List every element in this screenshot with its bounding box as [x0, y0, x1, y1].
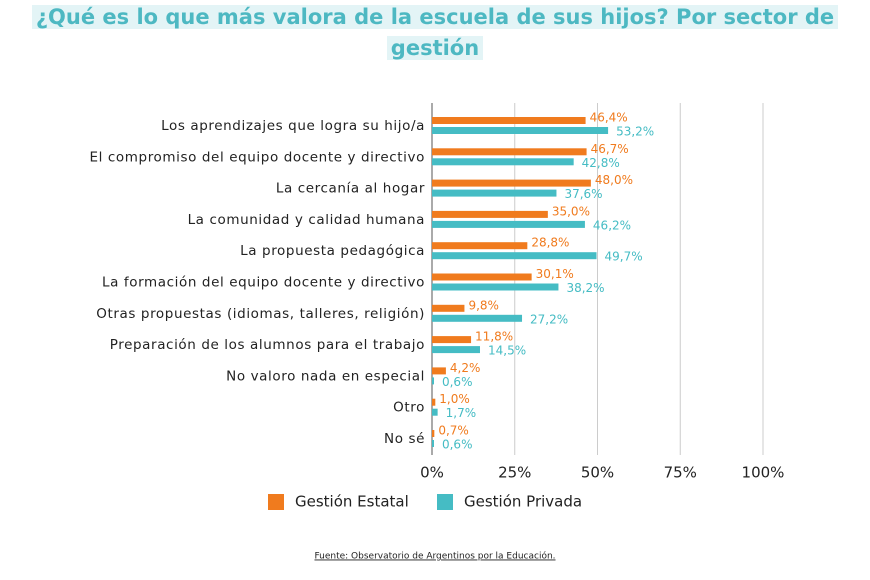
- value-label: 14,5%: [488, 344, 526, 358]
- legend-label: Gestión Estatal: [295, 493, 409, 511]
- bar: [432, 252, 597, 260]
- y-tick-label: No valoro nada en especial: [226, 368, 425, 384]
- bar: [432, 189, 557, 197]
- bar: [432, 179, 591, 187]
- bar: [432, 377, 434, 385]
- value-label: 46,7%: [591, 142, 629, 156]
- value-label: 11,8%: [475, 330, 513, 344]
- value-label: 48,0%: [595, 173, 633, 187]
- value-label: 49,7%: [605, 250, 643, 264]
- x-tick-label: 75%: [664, 464, 697, 482]
- value-label: 30,1%: [536, 267, 574, 281]
- value-label: 9,8%: [468, 298, 499, 312]
- bar: [432, 314, 523, 322]
- y-tick-label: Los aprendizajes que logra su hijo/a: [161, 118, 425, 134]
- bar: [432, 304, 465, 312]
- value-label: 38,2%: [566, 281, 604, 295]
- legend-swatch: [268, 494, 284, 510]
- bar: [432, 346, 480, 354]
- y-tick-label: Preparación de los alumnos para el traba…: [110, 337, 425, 353]
- value-label: 1,0%: [439, 392, 470, 406]
- bar: [432, 336, 472, 344]
- bar: [432, 440, 434, 447]
- bar: [432, 220, 585, 228]
- x-tick-label: 0%: [420, 464, 444, 482]
- value-label: 35,0%: [552, 204, 590, 218]
- y-tick-label: Otro: [393, 400, 425, 416]
- value-label: 1,7%: [446, 406, 477, 420]
- value-label: 53,2%: [616, 125, 654, 139]
- value-label: 27,2%: [530, 312, 568, 326]
- y-tick-label: La propuesta pedagógica: [240, 243, 425, 259]
- bar: [432, 398, 436, 406]
- bar: [432, 242, 528, 250]
- value-label: 4,2%: [450, 361, 481, 375]
- y-tick-label: La cercanía al hogar: [276, 181, 425, 197]
- bar: [432, 210, 548, 218]
- y-tick-label: La formación del equipo docente y direct…: [102, 275, 425, 291]
- source: Fuente: Observatorio de Argentinos por l…: [314, 551, 555, 562]
- value-label: 37,6%: [564, 187, 602, 201]
- y-tick-label: No sé: [384, 431, 425, 447]
- bar: [432, 117, 586, 124]
- bar: [432, 367, 446, 375]
- title-box: ¿Qué es lo que más valora de la escuela …: [30, 2, 840, 64]
- value-label: 0,6%: [442, 375, 473, 389]
- y-tick-label: El compromiso del equipo docente y direc…: [90, 149, 425, 165]
- x-tick-label: 50%: [581, 464, 614, 482]
- value-label: 28,8%: [531, 236, 569, 250]
- value-label: 0,7%: [438, 424, 469, 438]
- y-tick-label: La comunidad y calidad humana: [188, 212, 425, 228]
- value-label: 0,6%: [442, 438, 473, 452]
- x-tick-label: 100%: [742, 464, 785, 482]
- value-label: 46,2%: [593, 218, 631, 232]
- value-label: 42,8%: [582, 156, 620, 170]
- bar: [432, 408, 438, 416]
- legend-label: Gestión Privada: [464, 493, 582, 511]
- bar: [432, 273, 532, 281]
- y-tick-label: Otras propuestas (idiomas, talleres, rel…: [96, 306, 425, 322]
- bar: [432, 158, 574, 166]
- bar: [432, 283, 559, 291]
- bar: [432, 127, 609, 134]
- bar: [432, 430, 435, 437]
- bar: [432, 148, 587, 156]
- legend-swatch: [437, 494, 453, 510]
- value-label: 46,4%: [590, 111, 628, 125]
- x-tick-label: 25%: [498, 464, 531, 482]
